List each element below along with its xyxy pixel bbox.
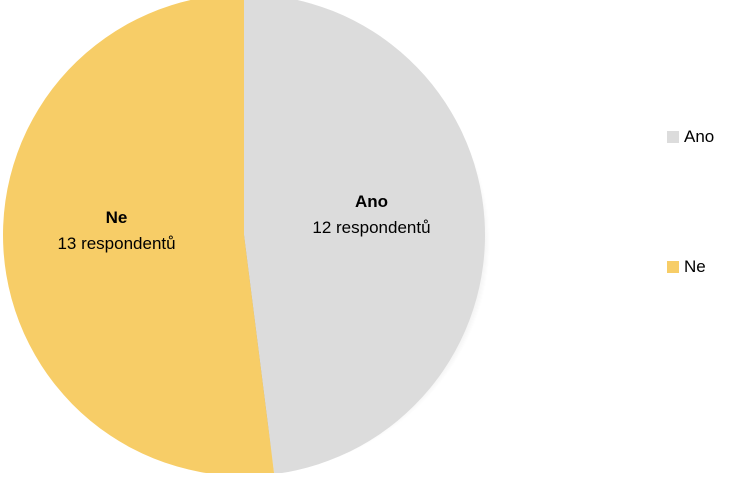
chart-legend: Ano Ne [667,0,733,473]
legend-item-ano: Ano [667,127,714,147]
pie-slice-ano [244,0,485,475]
data-label-value-ne: 13 respondentů [57,234,175,253]
legend-item-ne: Ne [667,257,706,277]
data-label-value-ano: 12 respondentů [312,218,430,237]
data-label-category-ano: Ano [355,192,388,211]
legend-swatch-ano [667,131,679,143]
legend-swatch-ne [667,261,679,273]
pie-slice-ne [3,0,275,476]
data-label-category-ne: Ne [106,208,128,227]
legend-label-ne: Ne [684,257,706,276]
legend-label-ano: Ano [684,127,715,146]
pie-slices [3,0,485,476]
pie-data-labels: Ano 12 respondentů Ne 13 respondentů [57,192,430,253]
